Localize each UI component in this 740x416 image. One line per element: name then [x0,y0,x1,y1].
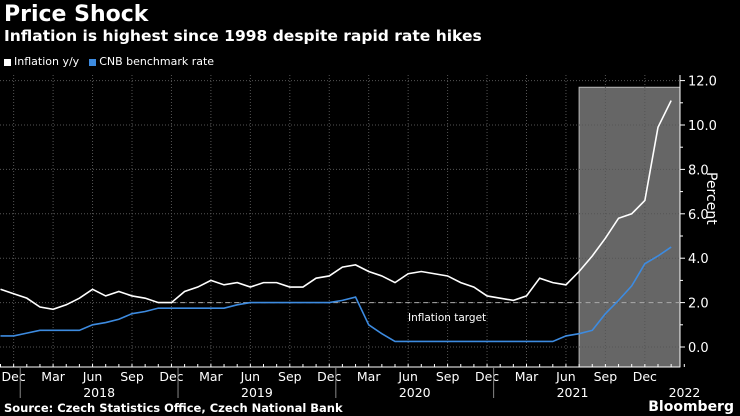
x-tick-label: Sep [436,369,460,384]
y-tick-label: 2.0 [688,297,709,312]
y-tick-label: 12.0 [688,75,717,90]
x-tick-label: Sep [120,369,144,384]
y-tick-label: 8.0 [688,163,709,178]
source-note: Source: Czech Statistics Office, Czech N… [4,401,343,415]
x-tick-label: Mar [357,369,381,384]
legend-swatch-rate [89,58,97,66]
inflation-line [0,100,672,311]
y-tick-label: 6.0 [688,208,709,223]
x-tick-label: Jun [240,369,261,384]
legend: Inflation y/y CNB benchmark rate [4,55,214,68]
shaded-region [578,86,681,368]
inflation-target-label: Inflation target [408,312,486,324]
x-tick-label: Jun [397,369,418,384]
y-tick-label: 0.0 [688,341,709,356]
legend-rate: CNB benchmark rate [89,55,214,68]
x-tick-label: Dec [317,369,341,384]
chart-subtitle: Inflation is highest since 1998 despite … [4,27,482,45]
bloomberg-logo: Bloomberg [648,399,734,415]
x-tick-label: Jun [555,369,576,384]
y-tick-label: 10.0 [688,119,717,134]
x-year-label: 2020 [399,385,431,400]
legend-inflation: Inflation y/y [4,55,79,68]
x-year-label: 2021 [557,385,589,400]
y-tick-label: 4.0 [688,252,709,267]
x-tick-label: Mar [199,369,223,384]
legend-label-rate: CNB benchmark rate [99,55,215,68]
x-tick-label: Mar [515,369,539,384]
x-year-label: 2019 [241,385,273,400]
x-tick-label: Mar [41,369,65,384]
x-tick-label: Sep [594,369,618,384]
x-tick-label: Dec [633,369,657,384]
chart-title: Price Shock [4,2,149,27]
x-tick-label: Jun [82,369,103,384]
rate-line [0,246,672,343]
x-tick-label: Dec [2,369,26,384]
x-tick-label: Dec [159,369,183,384]
x-tick-label: Dec [475,369,499,384]
legend-swatch-inflation [4,58,11,66]
y-axis-label: Percent [703,172,719,225]
x-tick-label: Sep [278,369,302,384]
legend-label-inflation: Inflation y/y [14,55,80,68]
x-year-label: 2022 [669,385,701,400]
x-year-label: 2018 [83,385,115,400]
